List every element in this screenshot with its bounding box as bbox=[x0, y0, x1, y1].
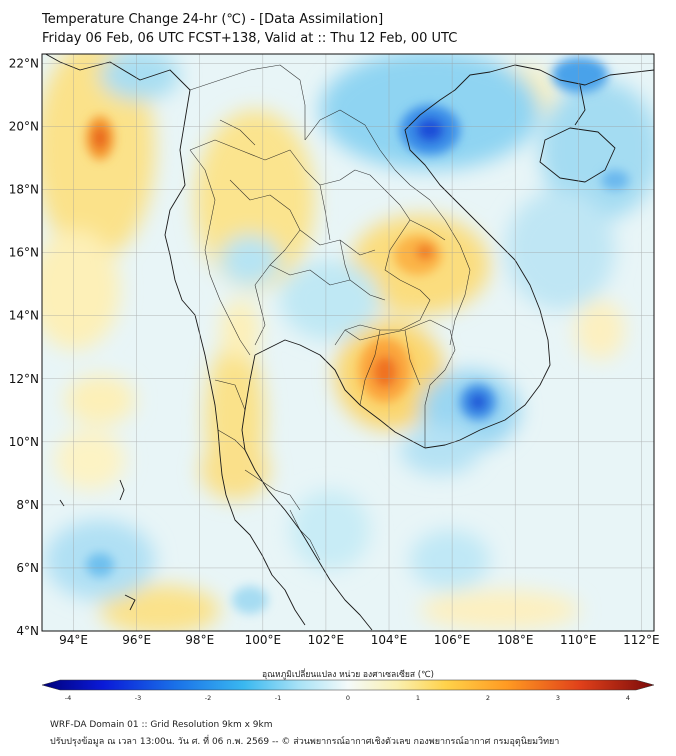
border-lines bbox=[189, 64, 471, 561]
lon-label: 94°E bbox=[59, 633, 88, 647]
colorbar-tick-label: 2 bbox=[486, 694, 490, 702]
colorbar bbox=[41, 679, 655, 691]
lon-label: 96°E bbox=[122, 633, 151, 647]
lat-label: 6°N bbox=[16, 561, 39, 575]
footer-model-info: WRF-DA Domain 01 :: Grid Resolution 9km … bbox=[50, 720, 273, 730]
lat-label: 8°N bbox=[16, 498, 39, 512]
lon-label: 108°E bbox=[497, 633, 534, 647]
gridlines bbox=[42, 54, 654, 631]
lon-label: 102°E bbox=[308, 633, 345, 647]
colorbar-tick-label: -1 bbox=[275, 694, 281, 702]
footer-update-info: ปรับปรุงข้อมูล ณ เวลา 13:00น. วัน ศ. ที่… bbox=[50, 737, 560, 747]
coastline-lines bbox=[44, 54, 654, 631]
map-frame bbox=[41, 53, 655, 632]
map-title: Temperature Change 24-hr (℃) - [Data Ass… bbox=[42, 12, 384, 27]
lon-label: 112°E bbox=[623, 633, 660, 647]
lon-label: 110°E bbox=[560, 633, 597, 647]
lon-label: 104°E bbox=[371, 633, 408, 647]
colorbar-tick-label: 4 bbox=[626, 694, 630, 702]
lat-label: 20°N bbox=[9, 120, 39, 134]
colorbar-title: อุณหภูมิเปลี่ยนแปลง หน่วย องศาเซลเซียส (… bbox=[262, 668, 434, 680]
colorbar-tick-label: -4 bbox=[65, 694, 71, 702]
lat-label: 12°N bbox=[9, 372, 39, 386]
lat-label: 10°N bbox=[9, 435, 39, 449]
colorbar-tick-label: 3 bbox=[556, 694, 560, 702]
colorbar-tick-label: -2 bbox=[205, 694, 211, 702]
lat-label: 4°N bbox=[16, 624, 39, 638]
map-subtitle: Friday 06 Feb, 06 UTC FCST+138, Valid at… bbox=[42, 31, 458, 46]
lat-label: 14°N bbox=[9, 309, 39, 323]
lat-label: 18°N bbox=[9, 183, 39, 197]
latitude-labels: 4°N 6°N 8°N 10°N 12°N 14°N 16°N 18°N 20°N 22°N bbox=[9, 56, 39, 638]
colorbar-tick-label: -3 bbox=[135, 694, 141, 702]
colorbar-tick-label: 1 bbox=[416, 694, 420, 702]
colorbar-ticks: -4 -3 -2 -1 0 1 2 3 4 bbox=[65, 694, 630, 702]
colorbar-tick-label: 0 bbox=[346, 694, 350, 702]
lat-label: 16°N bbox=[9, 246, 39, 260]
lon-label: 98°E bbox=[185, 633, 214, 647]
longitude-labels: 94°E 96°E 98°E 100°E 102°E 104°E 106°E 108°E 110… bbox=[59, 633, 660, 647]
temperature-field bbox=[42, 54, 654, 631]
lon-label: 106°E bbox=[434, 633, 471, 647]
lat-label: 22°N bbox=[9, 56, 39, 70]
lon-label: 100°E bbox=[245, 633, 282, 647]
